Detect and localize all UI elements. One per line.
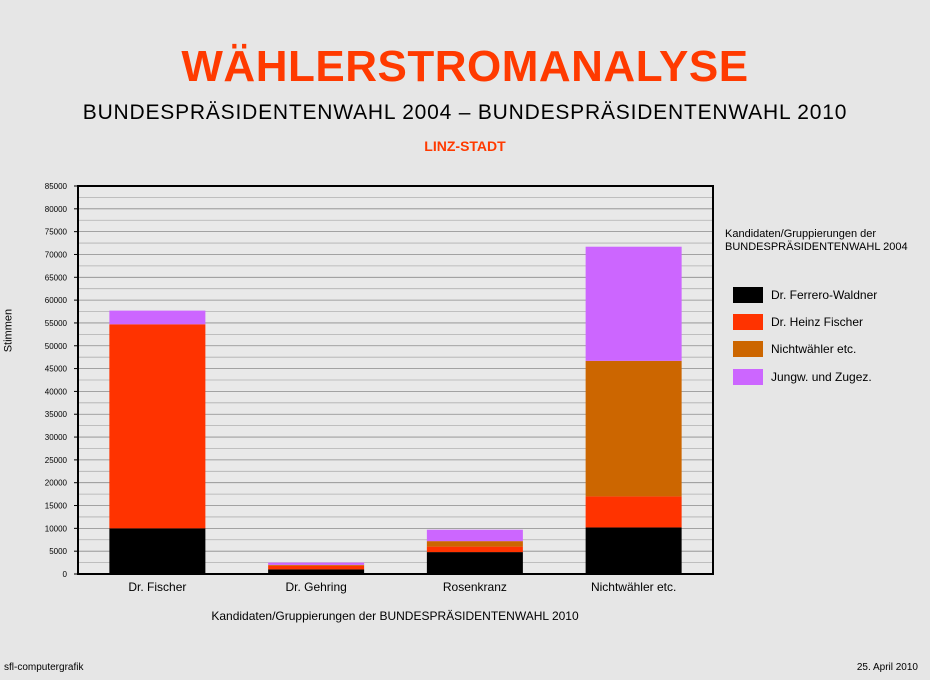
bar-segment — [585, 496, 682, 528]
legend-label: Nichtwähler etc. — [771, 342, 857, 356]
y-tick-label: 45000 — [45, 365, 68, 374]
bar-segment — [585, 527, 682, 574]
y-tick-label: 15000 — [45, 502, 68, 511]
footer-credit: sfl-computergrafik — [4, 662, 84, 673]
legend-label: Dr. Heinz Fischer — [771, 315, 864, 329]
legend-item: Nichtwähler etc. — [733, 341, 856, 357]
y-tick-label: 80000 — [45, 205, 68, 214]
x-axis-label: Kandidaten/Gruppierungen der BUNDESPRÄSI… — [211, 609, 579, 623]
bar-segment — [585, 246, 682, 361]
region-label: LINZ-STADT — [424, 138, 506, 154]
legend-item: Dr. Heinz Fischer — [733, 314, 863, 330]
bar-segment — [426, 552, 523, 574]
y-tick-label: 0 — [63, 570, 68, 579]
bar-segment — [426, 546, 523, 553]
x-tick-label: Rosenkranz — [443, 580, 507, 594]
bar-segment — [109, 324, 206, 529]
y-tick-label: 50000 — [45, 342, 68, 351]
y-tick-label: 60000 — [45, 296, 68, 305]
legend-title: Kandidaten/Gruppierungen der BUNDESPRÄSI… — [725, 228, 908, 253]
bar-segment — [109, 310, 206, 325]
x-tick-label: Nichtwähler etc. — [591, 580, 676, 594]
y-tick-label: 55000 — [45, 319, 68, 328]
bar-segment — [426, 529, 523, 542]
y-tick-label: 35000 — [45, 410, 68, 419]
chart-title: WÄHLERSTROMANALYSE — [181, 42, 749, 91]
bar-segment — [268, 564, 365, 566]
y-tick-label: 30000 — [45, 433, 68, 442]
y-tick-label: 75000 — [45, 228, 68, 237]
y-tick-label: 65000 — [45, 273, 68, 282]
bar-segment — [268, 569, 365, 574]
bar-segment — [109, 528, 206, 574]
legend-swatch — [733, 341, 763, 357]
y-tick-label: 85000 — [45, 182, 68, 191]
x-tick-label: Dr. Fischer — [128, 580, 186, 594]
y-axis-label: Stimmen — [2, 308, 15, 353]
chart-subtitle: BUNDESPRÄSIDENTENWAHL 2004 – BUNDESPRÄSI… — [82, 101, 848, 124]
bar-segment — [585, 360, 682, 497]
legend-label: Dr. Ferrero-Waldner — [771, 288, 878, 302]
legend-item: Jungw. und Zugez. — [733, 369, 872, 385]
legend-label: Jungw. und Zugez. — [771, 370, 872, 384]
y-tick-label: 40000 — [45, 387, 68, 396]
bar-segment — [268, 562, 365, 565]
plot-frame — [77, 185, 714, 575]
x-tick-label: Dr. Gehring — [285, 580, 346, 594]
legend-swatch — [733, 369, 763, 385]
legend-swatch — [733, 287, 763, 303]
y-tick-label: 10000 — [45, 524, 68, 533]
legend-item: Dr. Ferrero-Waldner — [733, 287, 877, 303]
y-tick-label: 5000 — [49, 547, 67, 556]
legend-swatch — [733, 314, 763, 330]
bar-segment — [268, 565, 365, 570]
bar-segment — [426, 541, 523, 547]
y-tick-label: 25000 — [45, 456, 68, 465]
y-tick-label: 20000 — [45, 479, 68, 488]
y-tick-label: 70000 — [45, 250, 68, 259]
footer-date: 25. April 2010 — [856, 662, 918, 673]
